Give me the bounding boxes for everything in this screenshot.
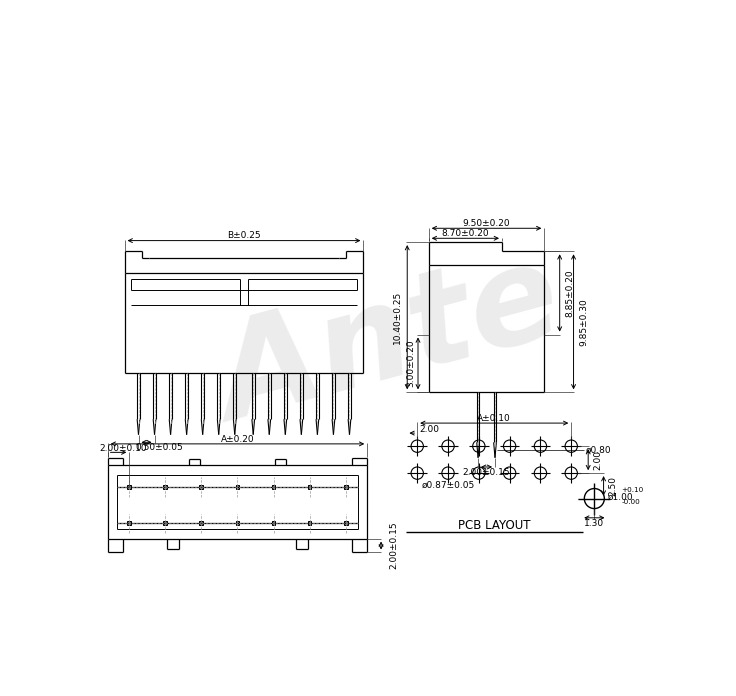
Text: 2.00±0.15: 2.00±0.15 — [463, 468, 510, 477]
Bar — [127, 485, 131, 489]
Text: ø0.80: ø0.80 — [586, 445, 612, 454]
Text: 2.50: 2.50 — [609, 476, 618, 496]
Text: 9.85±0.30: 9.85±0.30 — [579, 298, 588, 346]
Text: -0.00: -0.00 — [621, 499, 640, 505]
Bar — [163, 485, 167, 489]
Text: ø1.00: ø1.00 — [607, 493, 633, 502]
Bar — [272, 485, 275, 489]
Text: PCB LAYOUT: PCB LAYOUT — [458, 519, 531, 532]
Text: 8.85±0.20: 8.85±0.20 — [565, 269, 574, 317]
Bar — [236, 521, 239, 525]
Bar — [127, 521, 131, 525]
Bar — [308, 485, 311, 489]
Text: 10.40±0.25: 10.40±0.25 — [393, 291, 402, 344]
Text: 9.50±0.20: 9.50±0.20 — [463, 219, 510, 228]
Bar — [199, 521, 203, 525]
Bar — [272, 521, 275, 525]
Text: +0.10: +0.10 — [621, 487, 643, 493]
Bar — [163, 521, 167, 525]
Text: 1.30: 1.30 — [584, 519, 604, 528]
Text: 2.00: 2.00 — [420, 425, 439, 434]
Bar — [308, 521, 311, 525]
Text: ø0.87±0.05: ø0.87±0.05 — [422, 481, 475, 490]
Text: 2.00±0.15: 2.00±0.15 — [389, 522, 398, 569]
Text: 8.70±0.20: 8.70±0.20 — [442, 229, 489, 238]
Text: Ante: Ante — [205, 236, 575, 449]
Text: 3.00±0.20: 3.00±0.20 — [406, 340, 415, 387]
Text: B±0.25: B±0.25 — [227, 232, 261, 241]
Bar — [344, 485, 347, 489]
Text: 2.00: 2.00 — [593, 450, 602, 470]
Text: 0.50±0.05: 0.50±0.05 — [135, 443, 183, 452]
Text: 2.00±0.10: 2.00±0.10 — [99, 444, 147, 453]
Text: A±0.20: A±0.20 — [221, 435, 254, 444]
Bar — [344, 521, 347, 525]
Text: A±0.10: A±0.10 — [478, 414, 511, 423]
Bar — [236, 485, 239, 489]
Bar — [199, 485, 203, 489]
